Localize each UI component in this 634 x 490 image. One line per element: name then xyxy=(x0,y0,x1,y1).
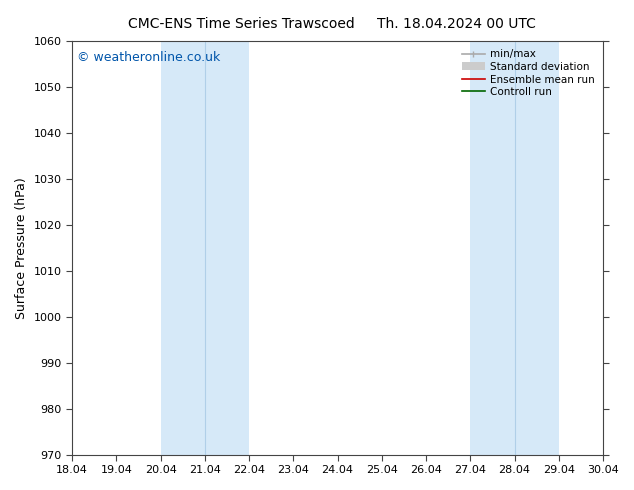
Bar xyxy=(160,41,249,455)
Text: Th. 18.04.2024 00 UTC: Th. 18.04.2024 00 UTC xyxy=(377,17,536,31)
Legend: min/max, Standard deviation, Ensemble mean run, Controll run: min/max, Standard deviation, Ensemble me… xyxy=(459,46,598,100)
Bar xyxy=(470,41,559,455)
Text: CMC-ENS Time Series Trawscoed: CMC-ENS Time Series Trawscoed xyxy=(127,17,354,31)
Y-axis label: Surface Pressure (hPa): Surface Pressure (hPa) xyxy=(15,177,28,318)
Text: © weatheronline.co.uk: © weatheronline.co.uk xyxy=(77,51,221,64)
